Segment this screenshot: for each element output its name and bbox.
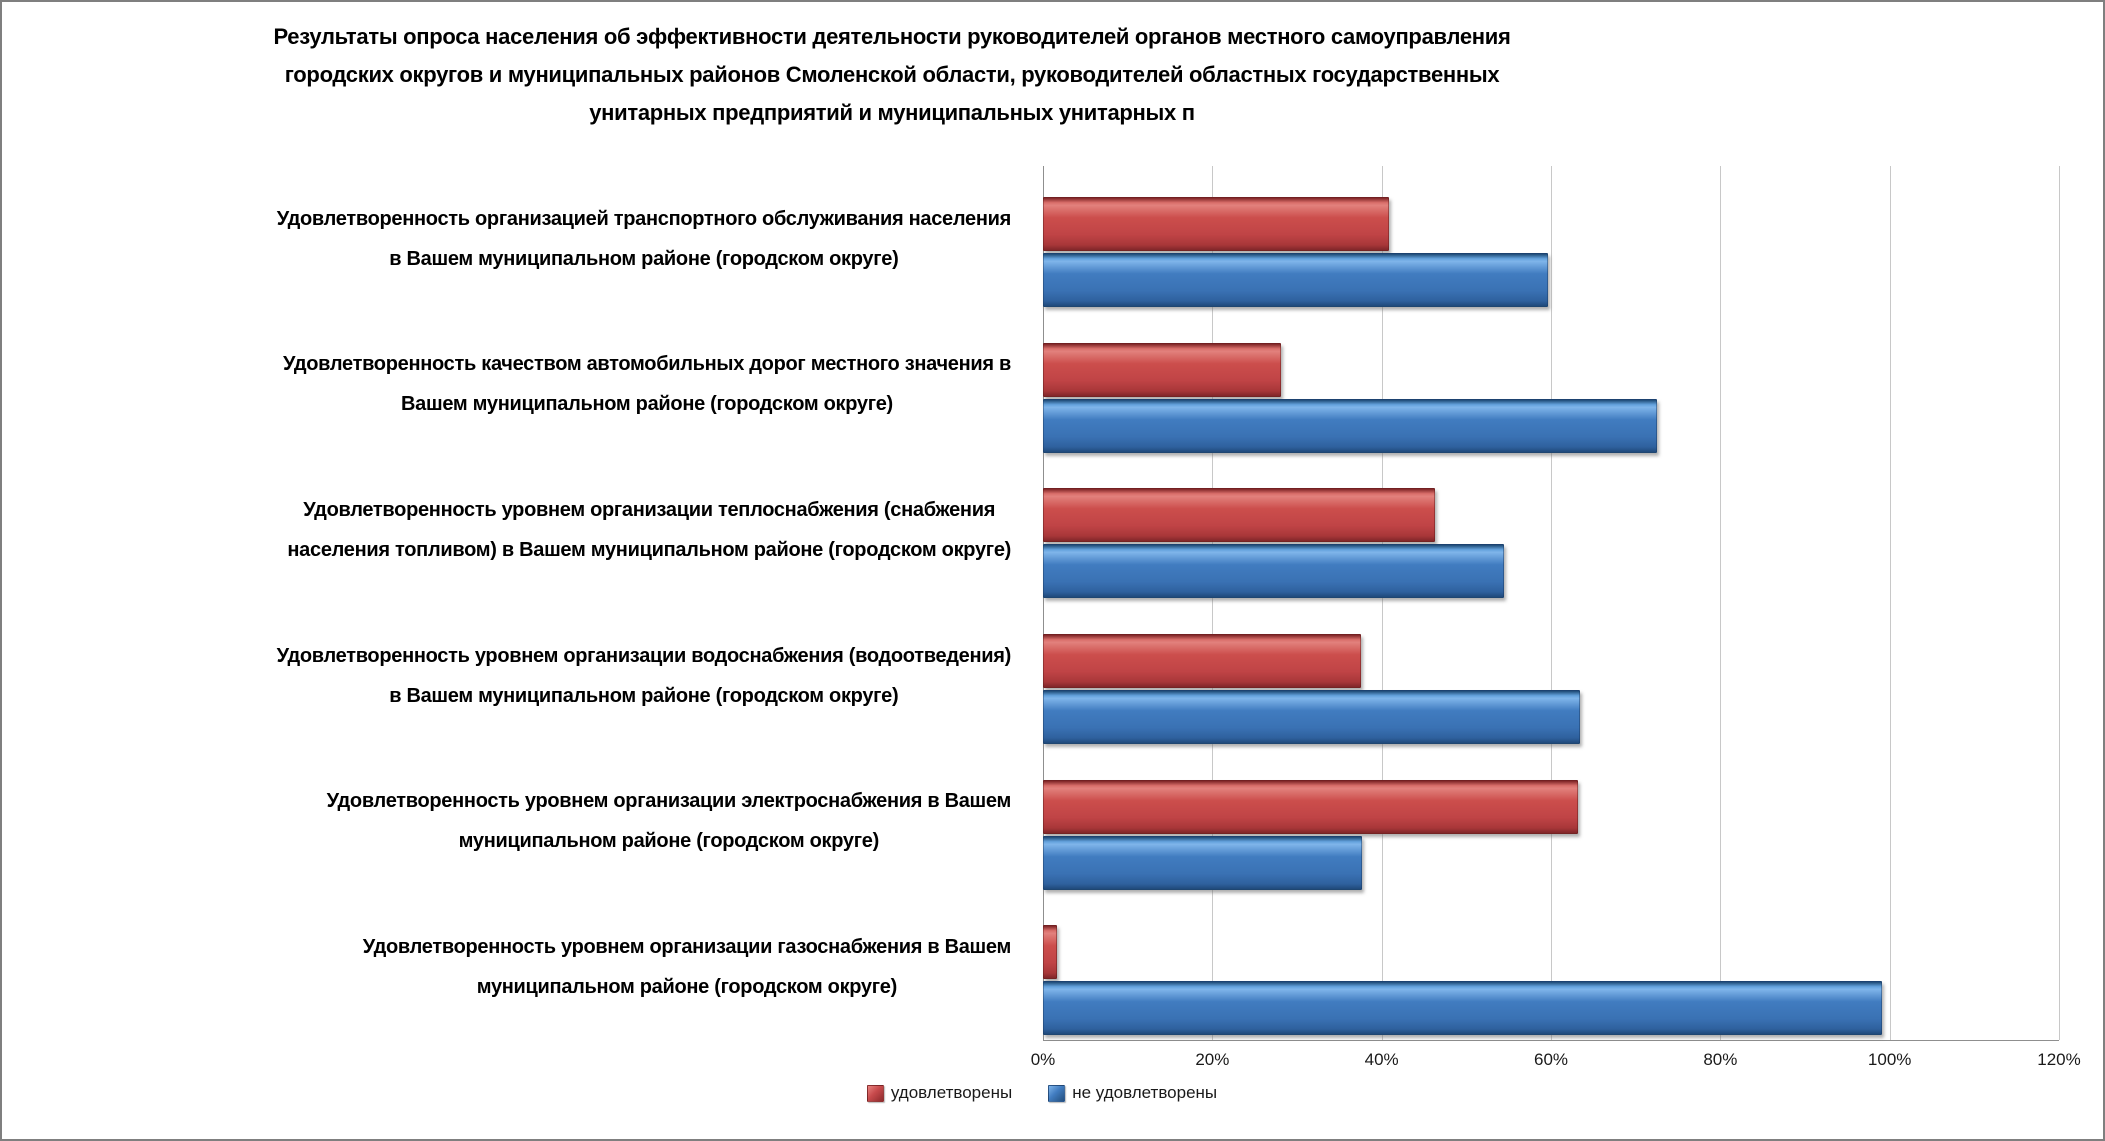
x-axis-ticks: 0% 20% 40% 60% 80% 100% 120%: [1031, 1050, 2081, 1076]
category-label-slot: Удовлетворенность уровнем организации те…: [2, 457, 1017, 603]
plot-area: [1043, 166, 2060, 1041]
gridline: [1381, 166, 1383, 1040]
category-label-line: в Вашем муниципальном районе (городском …: [389, 247, 899, 270]
gridline: [2059, 166, 2060, 1040]
category-label-line: Вашем муниципальном районе (городском ок…: [401, 393, 893, 416]
chart-title-line-1: Результаты опроса населения об эффективн…: [273, 24, 1511, 49]
legend: удовлетворены не удовлетворены: [2, 1078, 2082, 1108]
category-label-line: Удовлетворенность уровнем организации эл…: [326, 790, 1012, 813]
legend-label-satisfied: удовлетворены: [890, 1083, 1013, 1102]
gridline: [1551, 166, 1552, 1040]
x-axis-tick-label: 0%: [1030, 1050, 1056, 1069]
x-axis-tick-label: 80%: [1703, 1050, 1738, 1069]
gridline: [1212, 166, 1214, 1040]
x-axis-tick-label: 20%: [1195, 1050, 1230, 1069]
category-label-slot: Удовлетворенность уровнем организации га…: [2, 894, 1017, 1040]
category-label-line: муниципальном районе (городском округе): [476, 976, 898, 999]
bar-satisfied: [1043, 488, 1436, 543]
bar-not-satisfied: [1043, 253, 1548, 307]
category-labels-column: Удовлетворенность организацией транспорт…: [2, 166, 1017, 1040]
chart-title-line-2: городских округов и муниципальных районо…: [284, 62, 1500, 87]
category-label: Удовлетворенность уровнем организации эл…: [326, 781, 1012, 861]
category-label-line: населения топливом) в Вашем муниципально…: [287, 539, 1011, 562]
category-label: Удовлетворенность организацией транспорт…: [276, 199, 1012, 279]
category-label-line: Удовлетворенность уровнем организации га…: [362, 936, 1012, 959]
category-label-slot: Удовлетворенность организацией транспорт…: [2, 166, 1017, 312]
bar-group: [1043, 603, 2059, 749]
bar-group: [1043, 166, 2059, 312]
bar-satisfied: [1043, 342, 1282, 397]
x-axis-tick-label: 60%: [1533, 1050, 1569, 1069]
bar-group: [1043, 749, 2059, 895]
chart-title: Результаты опроса населения об эффективн…: [2, 18, 1782, 132]
category-label: Удовлетворенность качеством автомобильны…: [283, 344, 1011, 424]
chart-title-line-3: унитарных предприятий и муниципальных ун…: [589, 100, 1195, 125]
gridline: [1720, 166, 1722, 1040]
bar-satisfied: [1043, 779, 1579, 834]
legend-label-not-satisfied: не удовлетворены: [1072, 1083, 1218, 1102]
category-label: Удовлетворенность уровнем организации те…: [287, 490, 1011, 570]
bar-not-satisfied: [1043, 398, 1658, 453]
category-label-slot: Удовлетворенность уровнем организации эл…: [2, 749, 1017, 895]
category-label-line: муниципальном районе (городском округе): [458, 830, 880, 853]
category-label: Удовлетворенность уровнем организации во…: [276, 636, 1012, 716]
gridline: [1889, 166, 1891, 1040]
x-axis-tick-label: 120%: [2037, 1050, 2081, 1069]
legend-item-satisfied: удовлетворены: [866, 1083, 1013, 1103]
category-label-slot: Удовлетворенность качеством автомобильны…: [2, 312, 1017, 458]
category-label: Удовлетворенность уровнем организации га…: [362, 927, 1012, 1007]
category-label-slot: Удовлетворенность уровнем организации во…: [2, 603, 1017, 749]
x-axis-tick-label: 100%: [1867, 1050, 1912, 1069]
category-label-line: Удовлетворенность уровнем организации те…: [303, 499, 996, 522]
bar-satisfied: [1043, 925, 1057, 980]
bar-satisfied: [1043, 634, 1361, 688]
category-label-line: Удовлетворенность качеством автомобильны…: [282, 353, 1011, 376]
bar-not-satisfied: [1043, 981, 1883, 1036]
legend-swatch-satisfied-icon: [866, 1084, 884, 1102]
bar-not-satisfied: [1043, 835, 1362, 890]
legend-item-not-satisfied: не удовлетворены: [1048, 1083, 1217, 1103]
y-axis-line: [1043, 166, 1044, 1040]
legend-swatch-not-satisfied-icon: [1048, 1084, 1066, 1102]
x-axis-tick-label: 40%: [1364, 1050, 1399, 1069]
bar-group: [1043, 894, 2059, 1040]
category-label-line: в Вашем муниципальном районе (городском …: [389, 684, 899, 707]
bar-satisfied: [1043, 197, 1389, 251]
bar-group: [1043, 457, 2059, 603]
category-label-line: Удовлетворенность уровнем организации во…: [276, 644, 1012, 667]
bar-group: [1043, 312, 2059, 458]
category-label-line: Удовлетворенность организацией транспорт…: [276, 207, 1012, 230]
bar-not-satisfied: [1043, 690, 1581, 744]
bar-not-satisfied: [1043, 544, 1504, 599]
